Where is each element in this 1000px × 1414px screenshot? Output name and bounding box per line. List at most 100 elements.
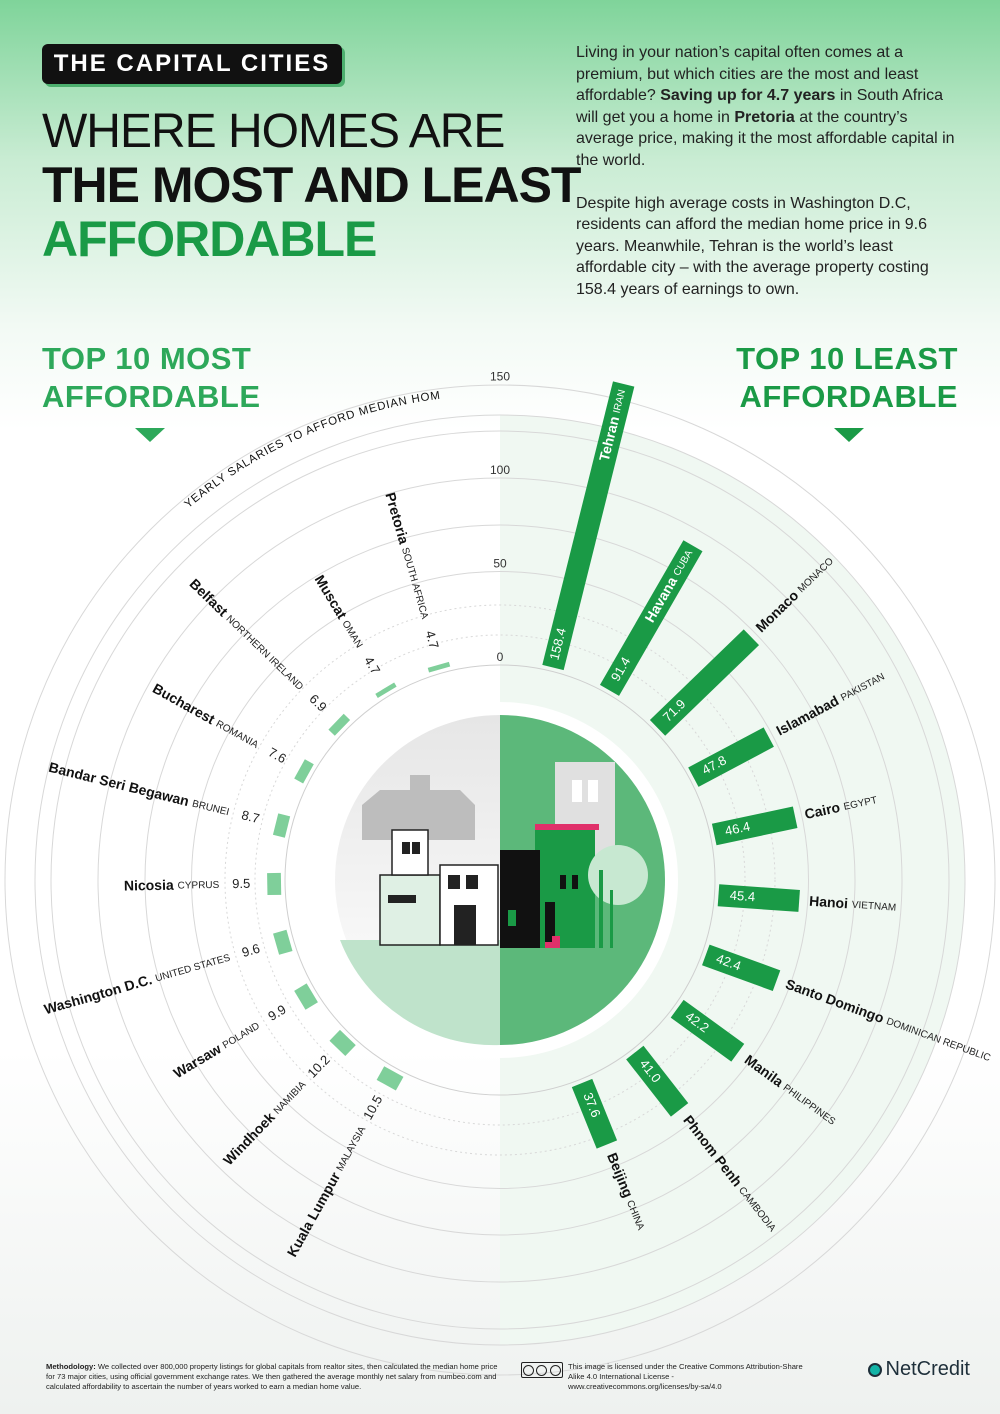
grid-ring [4,384,996,1376]
window [388,895,416,903]
grid-ring [191,571,809,1189]
section-title-line: AFFORDABLE [42,379,261,414]
house-right-dark [500,850,540,948]
grid-ring [144,524,856,1236]
data-label: 6.9 [306,691,329,714]
window [466,875,478,889]
city-name: Pretoria [383,491,414,550]
title-line-3: AFFORDABLE [42,211,377,267]
data-label: 4.7 [361,654,383,677]
brand-name: NetCredit [885,1358,970,1380]
city-label: Kuala Lumpur MALAYSIA [283,1122,369,1259]
methodology-label: Methodology: [46,1362,96,1371]
city-label: Nicosia CYPRUS [124,876,220,894]
country-name: MALAYSIA [334,1124,368,1173]
section-title-most-affordable: TOP 10 MOST AFFORDABLE [42,340,261,416]
data-label: 45.4 [729,888,755,905]
steps [545,936,560,948]
data-label: 46.4 [724,818,752,838]
down-arrow-icon [135,428,165,442]
city-name: Kuala Lumpur [283,1166,345,1259]
bar-beijing [571,1078,618,1149]
least-affordable-sector [500,415,965,1345]
bar-nicosia [267,872,282,896]
intro-text: Living in your nation’s capital often co… [576,42,966,322]
axis-tick-label: 50 [493,557,507,571]
bar-cairo [711,806,798,846]
chart-bars [267,381,800,1149]
bar-santo-domingo [702,944,781,991]
city-name: Muscat [312,572,353,625]
city-name: Washington D.C. [42,970,157,1017]
grid-ring [254,634,746,1126]
data-label: 4.7 [422,629,441,651]
window [560,875,566,889]
tree-trunk [599,870,603,948]
intro-text-run: Living in your nation’s capital often co… [576,44,919,105]
intro-paragraph-1: Living in your nation’s capital often co… [576,42,966,172]
grid-ring [224,604,776,1156]
bar-bandar-seri-begawan [272,813,291,838]
data-label: 10.2 [304,1052,332,1081]
brand-mark-icon [867,1362,882,1377]
section-title-least-affordable: TOP 10 LEAST AFFORDABLE [736,340,958,416]
intro-text-run: at the country’s average price, making i… [576,108,955,169]
bar-hanoi [717,884,800,912]
axis-title: YEARLY SALARIES TO AFFORD MEDIAN HOME PR… [0,0,441,511]
city-label: Bucharest ROMANIA [150,680,262,752]
city-name: Bucharest [150,680,221,729]
tree-icon [588,845,648,905]
country-name: BRUNEI [191,798,230,818]
city-name: Belfast [187,575,234,622]
window [572,780,582,802]
window [412,842,420,854]
tree-trunk [610,890,613,948]
bar-islamabad [688,727,774,787]
window [572,875,578,889]
bar-washington-d-c- [273,929,293,955]
country-name: SOUTH AFRICA [399,546,430,620]
bar-pretoria [427,661,451,673]
country-name: OMAN [340,619,365,650]
methodology-note: Methodology: We collected over 800,000 p… [46,1362,506,1392]
title-line-2: THE MOST AND LEAST [42,157,581,213]
window [448,875,460,889]
axis-tick-label: 100 [490,463,510,477]
methodology-text: We collected over 800,000 property listi… [46,1362,498,1391]
bar-monaco [649,629,760,736]
grid-ring [97,477,903,1283]
bar-havana [599,540,703,696]
city-label: Bandar Seri Begawan BRUNEI [47,759,231,819]
country-name: ROMANIA [214,718,260,750]
section-title-line: TOP 10 LEAST [736,341,958,376]
city-label: Hanoi VIETNAM [809,892,897,914]
bar-windhoek [329,1029,356,1057]
city-name: Hanoi [809,892,853,911]
data-label: 9.9 [265,1002,288,1024]
by-circle-icon [536,1364,548,1376]
ground-left [340,940,500,1046]
grid-ring [284,664,716,1096]
intro-paragraph-2: Despite high average costs in Washington… [576,194,929,298]
sa-circle-icon [549,1364,561,1376]
city-name: Warsaw [170,1038,226,1081]
window [402,842,410,854]
city-label: Belfast NORTHERN IRELAND [187,575,308,693]
brand-logo: NetCredit [867,1358,970,1381]
down-arrow-icon [834,428,864,442]
bar-bucharest [294,759,314,784]
city-name: Nicosia [124,876,178,893]
creative-commons-icon [521,1362,563,1378]
bar-belfast [328,713,351,736]
axis-tick-label: 150 [490,370,510,384]
intro-highlight-city: Pretoria [734,108,795,126]
grid-ring [50,430,950,1330]
city-label: Muscat OMAN [312,572,368,651]
intro-highlight-years: Saving up for 4.7 years [660,87,836,105]
roof-trim [535,824,599,830]
city-label: Warsaw POLAND [170,1017,262,1081]
axis-tick-label: 0 [497,650,504,664]
chart-grid [4,384,996,1376]
bar-warsaw [294,983,318,1010]
